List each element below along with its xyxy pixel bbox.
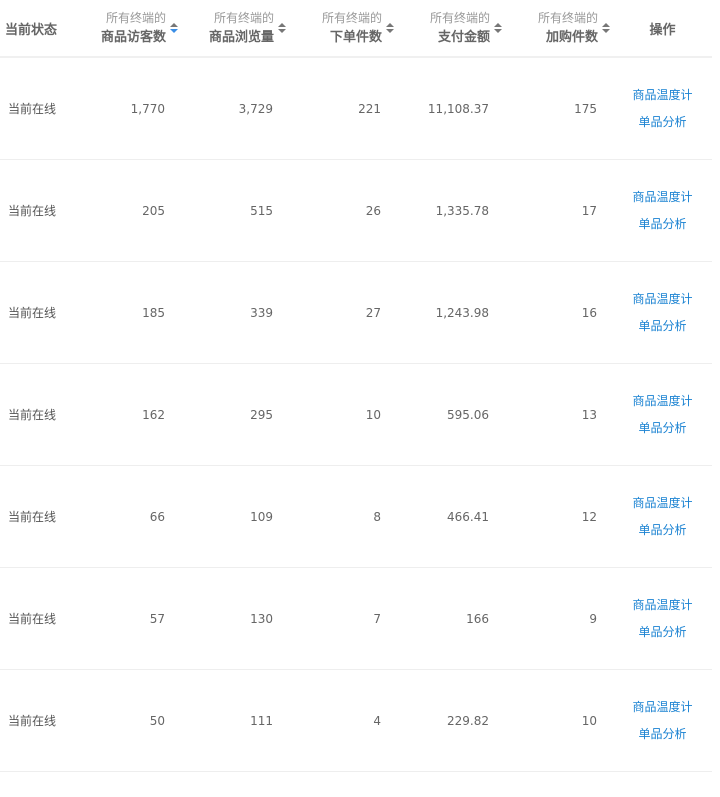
value-cell: 66 [73, 465, 181, 568]
value-cell: 3,729 [181, 57, 289, 160]
status-cell: 当前在线 [0, 57, 73, 160]
value-cell: 13 [505, 363, 613, 466]
table-row: 当前在线 50 111 4 229.82 10 商品温度计 单品分析 [0, 669, 712, 772]
thermometer-link[interactable]: 商品温度计 [632, 291, 693, 306]
sort-icon[interactable] [170, 23, 178, 33]
header-label: 下单件数 [329, 30, 382, 45]
value-cell: 10 [289, 363, 397, 466]
header-sort-2[interactable]: 所有终端的下单件数 [289, 0, 397, 58]
value-cell: 185 [73, 261, 181, 364]
value-cell: 57 [73, 567, 181, 670]
analysis-link[interactable]: 单品分析 [638, 318, 687, 333]
value-cell: 9 [505, 567, 613, 670]
value-cell: 595.06 [397, 363, 505, 466]
thermometer-link[interactable]: 商品温度计 [632, 699, 693, 714]
action-cell: 商品温度计 单品分析 [613, 159, 712, 262]
value-cell: 16 [505, 261, 613, 364]
action-cell: 商品温度计 单品分析 [613, 57, 712, 160]
header-label: 加购件数 [545, 30, 598, 45]
value-cell: 1,243.98 [397, 261, 505, 364]
value-cell: 7 [289, 567, 397, 670]
value-cell: 26 [289, 159, 397, 262]
value-cell: 17 [505, 159, 613, 262]
thermometer-link[interactable]: 商品温度计 [632, 495, 693, 510]
value-cell: 11,108.37 [397, 57, 505, 160]
header-sort-0[interactable]: 所有终端的商品访客数 [73, 0, 181, 58]
header-prefix: 所有终端的 [105, 11, 166, 25]
thermometer-link[interactable]: 商品温度计 [632, 597, 693, 612]
value-cell: 1,770 [73, 57, 181, 160]
header-prefix: 所有终端的 [321, 11, 382, 25]
analysis-link[interactable]: 单品分析 [638, 114, 687, 129]
table-row: 当前在线 205 515 26 1,335.78 17 商品温度计 单品分析 [0, 159, 712, 262]
thermometer-link[interactable]: 商品温度计 [632, 393, 693, 408]
value-cell: 166 [397, 567, 505, 670]
table-row: 当前在线 185 339 27 1,243.98 16 商品温度计 单品分析 [0, 261, 712, 364]
analysis-link[interactable]: 单品分析 [638, 522, 687, 537]
value-cell: 27 [289, 261, 397, 364]
header-sort-3[interactable]: 所有终端的支付金额 [397, 0, 505, 58]
header-label: 商品浏览量 [208, 30, 274, 45]
thermometer-link[interactable]: 商品温度计 [632, 87, 693, 102]
value-cell: 175 [505, 57, 613, 160]
header-status: 当前状态 [0, 0, 73, 58]
header-prefix: 所有终端的 [213, 11, 274, 25]
value-cell: 130 [181, 567, 289, 670]
value-cell: 221 [289, 57, 397, 160]
value-cell: 109 [181, 465, 289, 568]
action-cell: 商品温度计 单品分析 [613, 465, 712, 568]
sort-icon[interactable] [494, 23, 502, 33]
analysis-link[interactable]: 单品分析 [638, 420, 687, 435]
action-cell: 商品温度计 单品分析 [613, 567, 712, 670]
value-cell: 466.41 [397, 465, 505, 568]
table-header: 当前状态 所有终端的 商品访客数 所有终端的 商品浏览量 所有终端的 下单件数 所有终端的支… [0, 0, 712, 58]
sort-icon[interactable] [386, 23, 394, 33]
header-label: 支付金额 [437, 30, 490, 45]
header-prefix: 所有终端的 [429, 11, 490, 25]
value-cell: 10 [505, 669, 613, 772]
header-prefix: 所有终端的 [537, 11, 598, 25]
header-sort-1[interactable]: 所有终端的商品浏览量 [181, 0, 289, 58]
sort-icon[interactable] [602, 23, 610, 33]
action-cell: 商品温度计 单品分析 [613, 669, 712, 772]
status-cell: 当前在线 [0, 465, 73, 568]
status-cell: 当前在线 [0, 261, 73, 364]
value-cell: 295 [181, 363, 289, 466]
sort-icon[interactable] [278, 23, 286, 33]
table-row: 当前在线 162 295 10 595.06 13 商品温度计 单品分析 [0, 363, 712, 466]
value-cell: 339 [181, 261, 289, 364]
value-cell: 111 [181, 669, 289, 772]
status-cell: 当前在线 [0, 159, 73, 262]
header-label: 商品访客数 [100, 30, 166, 45]
value-cell: 4 [289, 669, 397, 772]
action-cell: 商品温度计 单品分析 [613, 261, 712, 364]
action-cell: 商品温度计 单品分析 [613, 363, 712, 466]
value-cell: 8 [289, 465, 397, 568]
product-table: 当前状态 所有终端的 商品访客数 所有终端的 商品浏览量 所有终端的 下单件数 所有终端的支… [0, 0, 712, 772]
value-cell: 50 [73, 669, 181, 772]
status-cell: 当前在线 [0, 567, 73, 670]
header-action: 操作 [613, 0, 712, 58]
table-row: 当前在线 57 130 7 166 9 商品温度计 单品分析 [0, 567, 712, 670]
table-row: 当前在线 1,770 3,729 221 11,108.37 175 商品温度计 单品分析 [0, 57, 712, 160]
value-cell: 12 [505, 465, 613, 568]
header-sort-4[interactable]: 所有终端的加购件数 [505, 0, 613, 58]
value-cell: 515 [181, 159, 289, 262]
table-row: 当前在线 66 109 8 466.41 12 商品温度计 单品分析 [0, 465, 712, 568]
status-cell: 当前在线 [0, 363, 73, 466]
value-cell: 229.82 [397, 669, 505, 772]
analysis-link[interactable]: 单品分析 [638, 624, 687, 639]
status-cell: 当前在线 [0, 669, 73, 772]
analysis-link[interactable]: 单品分析 [638, 726, 687, 741]
analysis-link[interactable]: 单品分析 [638, 216, 687, 231]
thermometer-link[interactable]: 商品温度计 [632, 189, 693, 204]
value-cell: 1,335.78 [397, 159, 505, 262]
value-cell: 162 [73, 363, 181, 466]
value-cell: 205 [73, 159, 181, 262]
